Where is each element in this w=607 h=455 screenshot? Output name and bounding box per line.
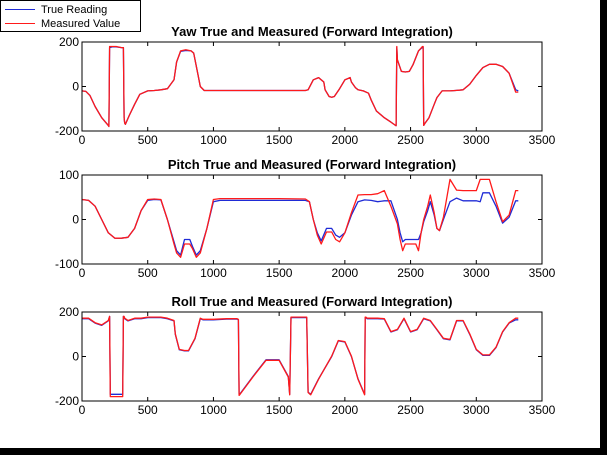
chart-roll: Roll True and Measured (Forward Integrat… bbox=[55, 294, 556, 417]
x-tick-label: 1000 bbox=[200, 403, 227, 417]
y-tick-label: -200 bbox=[55, 394, 79, 408]
x-tick-label: 2500 bbox=[397, 133, 424, 147]
x-tick-label: 1000 bbox=[200, 133, 227, 147]
series-line-true bbox=[82, 315, 519, 395]
y-tick-label: 0 bbox=[72, 213, 79, 227]
axes-box bbox=[81, 311, 543, 402]
x-tick-label: 3000 bbox=[463, 403, 490, 417]
x-tick-label: 3500 bbox=[529, 266, 556, 280]
chart-yaw: Yaw True and Measured (Forward Integrati… bbox=[55, 24, 556, 147]
chart-title: Roll True and Measured (Forward Integrat… bbox=[172, 294, 453, 309]
x-tick-label: 3500 bbox=[529, 133, 556, 147]
chart-title: Pitch True and Measured (Forward Integra… bbox=[168, 157, 456, 172]
y-tick-label: 200 bbox=[59, 305, 79, 319]
x-tick-label: 2000 bbox=[332, 133, 359, 147]
x-tick-label: 0 bbox=[79, 403, 86, 417]
chart-pitch: Pitch True and Measured (Forward Integra… bbox=[55, 157, 556, 280]
x-tick-label: 0 bbox=[79, 266, 86, 280]
x-tick-label: 500 bbox=[138, 403, 158, 417]
figure: Yaw True and Measured (Forward Integrati… bbox=[0, 0, 600, 448]
x-tick-label: 3500 bbox=[529, 403, 556, 417]
x-tick-label: 2000 bbox=[332, 403, 359, 417]
x-tick-label: 1500 bbox=[266, 133, 293, 147]
y-tick-label: 0 bbox=[72, 80, 79, 94]
y-tick-label: 200 bbox=[59, 35, 79, 49]
y-tick-label: 0 bbox=[72, 350, 79, 364]
x-tick-label: 1000 bbox=[200, 266, 227, 280]
x-tick-label: 2000 bbox=[332, 266, 359, 280]
legend: True Reading Measured Value bbox=[0, 0, 141, 32]
x-tick-label: 2500 bbox=[397, 403, 424, 417]
x-tick-label: 1500 bbox=[266, 266, 293, 280]
x-tick-label: 1500 bbox=[266, 403, 293, 417]
legend-line-measured bbox=[5, 23, 35, 24]
series-line-measured bbox=[82, 315, 519, 398]
x-tick-label: 500 bbox=[138, 266, 158, 280]
x-tick-label: 0 bbox=[79, 133, 86, 147]
x-tick-label: 3000 bbox=[463, 133, 490, 147]
legend-line-true bbox=[5, 9, 35, 10]
chart-title: Yaw True and Measured (Forward Integrati… bbox=[171, 24, 453, 39]
legend-item-measured: Measured Value bbox=[5, 17, 120, 30]
y-tick-label: -100 bbox=[55, 257, 79, 271]
legend-item-true: True Reading bbox=[5, 3, 107, 16]
legend-label-measured: Measured Value bbox=[41, 17, 121, 30]
axes-box bbox=[81, 41, 543, 132]
x-tick-label: 2500 bbox=[397, 266, 424, 280]
series-line-measured bbox=[82, 178, 519, 258]
charts-svg: Yaw True and Measured (Forward Integrati… bbox=[55, 24, 556, 417]
series-line-true bbox=[82, 192, 519, 256]
legend-label-true: True Reading bbox=[41, 3, 108, 16]
series-line-measured bbox=[82, 45, 519, 128]
x-tick-label: 500 bbox=[138, 133, 158, 147]
axes-box bbox=[81, 174, 543, 265]
y-tick-label: -200 bbox=[55, 124, 79, 138]
y-tick-label: 100 bbox=[59, 168, 79, 182]
series-line-true bbox=[82, 46, 519, 128]
x-tick-label: 3000 bbox=[463, 266, 490, 280]
